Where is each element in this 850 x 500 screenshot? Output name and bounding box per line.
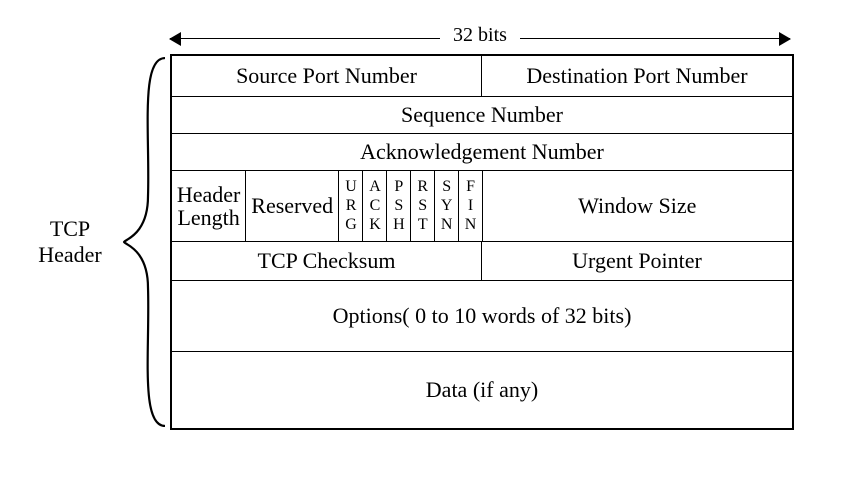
header-table: Source Port Number Destination Port Numb…: [170, 54, 794, 430]
table-row: Sequence Number: [172, 97, 792, 134]
flag-syn-label: SYN: [438, 178, 454, 235]
table-row: Options( 0 to 10 words of 32 bits): [172, 281, 792, 352]
hdrlen-line1: Header: [177, 182, 241, 207]
flag-psh: PSH: [387, 171, 411, 241]
side-title-text: TCP Header: [38, 216, 102, 269]
cell-sequence-number: Sequence Number: [172, 97, 792, 133]
cell-reserved: Reserved: [246, 171, 339, 241]
table-row: Source Port Number Destination Port Numb…: [172, 56, 792, 97]
flag-urg-label: URG: [343, 178, 359, 235]
cell-window-size: Window Size: [483, 171, 793, 241]
brace-icon: [120, 54, 170, 430]
flag-fin-label: FIN: [462, 178, 478, 235]
cell-options: Options( 0 to 10 words of 32 bits): [172, 281, 792, 351]
flag-urg: URG: [339, 171, 363, 241]
flag-psh-label: PSH: [390, 178, 406, 235]
table-row: Data (if any): [172, 352, 792, 428]
cell-source-port: Source Port Number: [172, 56, 482, 96]
flag-ack: ACK: [363, 171, 387, 241]
cell-data: Data (if any): [172, 352, 792, 428]
hdrlen-line2: Length: [177, 205, 239, 230]
side-title: TCP Header: [20, 54, 120, 430]
table-row: TCP Checksum Urgent Pointer: [172, 242, 792, 281]
cell-ack-number: Acknowledgement Number: [172, 134, 792, 170]
arrow-left-icon: [169, 32, 181, 46]
flag-ack-label: ACK: [366, 178, 382, 235]
flag-rst: RST: [411, 171, 435, 241]
flag-syn: SYN: [435, 171, 459, 241]
cell-flags: URG ACK PSH RST SYN FIN: [339, 171, 482, 241]
flag-fin: FIN: [459, 171, 482, 241]
header-length-text: Header Length: [177, 183, 241, 229]
cell-header-length: Header Length: [172, 171, 246, 241]
arrow-right-icon: [779, 32, 791, 46]
width-label: 32 bits: [440, 24, 520, 47]
flag-rst-label: RST: [414, 178, 430, 235]
width-indicator: 32 bits: [170, 20, 790, 54]
table-row: Header Length Reserved URG ACK PSH RST S…: [172, 171, 792, 242]
tcp-header-diagram: 32 bits TCP Header Source Port Number De…: [20, 20, 830, 430]
table-row: Acknowledgement Number: [172, 134, 792, 171]
cell-urgent-pointer: Urgent Pointer: [482, 242, 792, 280]
cell-dest-port: Destination Port Number: [482, 56, 792, 96]
cell-checksum: TCP Checksum: [172, 242, 482, 280]
